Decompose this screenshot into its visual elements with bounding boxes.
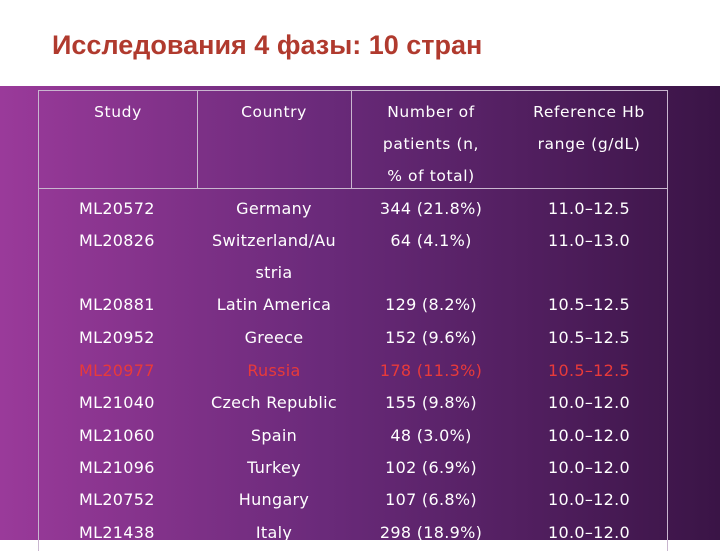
cell-patients: 107 (6.8%) — [385, 490, 477, 509]
table-row: ML20752 Hungary 107 (6.8%) 10.0–12.0 — [39, 484, 667, 516]
header-number-line1: Number of — [387, 103, 475, 121]
cell-country: Germany — [236, 199, 312, 218]
header-ref-line2: range (g/dL) — [537, 135, 641, 153]
cell-range: 10.0–12.0 — [548, 393, 630, 412]
cell-study: ML21040 — [79, 393, 155, 412]
cell-study: ML20826 — [79, 231, 155, 250]
cell-country: Switzerland/Au — [211, 231, 336, 250]
cell-study: ML21096 — [79, 458, 155, 477]
header-study: Study — [94, 103, 142, 121]
header-number-line3: % of total) — [387, 167, 475, 185]
study-table: Study Country Number of patients (n, % o… — [38, 90, 668, 551]
cell-patients: 64 (4.1%) — [390, 231, 472, 250]
cell-patients: 298 (18.9%) — [379, 523, 483, 542]
cell-study: ML20977 — [79, 361, 155, 380]
cell-patients: 152 (9.6%) — [385, 328, 477, 347]
cell-range: 10.0–12.0 — [548, 523, 630, 542]
cell-country: Turkey — [247, 458, 301, 477]
cell-patients: 155 (9.8%) — [385, 393, 477, 412]
table-row: ML20952 Greece 152 (9.6%) 10.5–12.5 — [39, 322, 667, 354]
table-row: ML20572 Germany 344 (21.8%) 11.0–12.5 — [39, 193, 667, 225]
table-row: ML20826 Switzerland/Au stria 64 (4.1%) 1… — [39, 225, 667, 289]
table-row: ML21060 Spain 48 (3.0%) 10.0–12.0 — [39, 420, 667, 452]
cell-country: Hungary — [238, 490, 310, 509]
cell-study: ML20952 — [79, 328, 155, 347]
column-divider — [351, 91, 352, 188]
cell-country: Greece — [244, 328, 304, 347]
header-ref-line1: Reference Hb — [533, 103, 645, 121]
cell-patients: 178 (11.3%) — [379, 361, 483, 380]
header-country: Country — [241, 103, 307, 121]
slide-title: Исследования 4 фазы: 10 стран — [52, 30, 483, 60]
cell-range: 10.0–12.0 — [548, 490, 630, 509]
table-header: Study Country Number of patients (n, % o… — [39, 91, 667, 189]
table-row-highlighted: ML20977 Russia 178 (11.3%) 10.5–12.5 — [39, 355, 667, 387]
cell-study: ML21060 — [79, 426, 155, 445]
cell-range: 10.5–12.5 — [548, 328, 630, 347]
cell-country: Italy — [255, 523, 293, 542]
cell-study: ML20881 — [79, 295, 155, 314]
header-number-line2: patients (n, — [382, 135, 480, 153]
table-row: ML21040 Czech Republic 155 (9.8%) 10.0–1… — [39, 387, 667, 419]
table-row: ML20881 Latin America 129 (8.2%) 10.5–12… — [39, 289, 667, 321]
cell-range: 11.0–12.5 — [548, 199, 630, 218]
cell-patients: 102 (6.9%) — [385, 458, 477, 477]
cell-country: Spain — [250, 426, 298, 445]
cell-range: 10.5–12.5 — [548, 295, 630, 314]
cell-country: Russia — [247, 361, 301, 380]
title-bar: Исследования 4 фазы: 10 стран — [0, 0, 720, 86]
cell-patients: 344 (21.8%) — [379, 199, 483, 218]
cell-study: ML20752 — [79, 490, 155, 509]
cell-range: 10.5–12.5 — [548, 361, 630, 380]
slide-body — [0, 86, 720, 540]
table-row: ML21096 Turkey 102 (6.9%) 10.0–12.0 — [39, 452, 667, 484]
cell-range: 11.0–13.0 — [548, 231, 630, 250]
cell-range: 10.0–12.0 — [548, 426, 630, 445]
cell-country-continued: stria — [255, 263, 293, 282]
cell-study: ML20572 — [79, 199, 155, 218]
table-row: ML21438 Italy 298 (18.9%) 10.0–12.0 — [39, 517, 667, 549]
cell-patients: 48 (3.0%) — [390, 426, 472, 445]
cell-patients: 129 (8.2%) — [385, 295, 477, 314]
cell-country: Latin America — [216, 295, 332, 314]
cell-range: 10.0–12.0 — [548, 458, 630, 477]
cell-country: Czech Republic — [210, 393, 338, 412]
column-divider — [197, 91, 198, 188]
cell-study: ML21438 — [79, 523, 155, 542]
